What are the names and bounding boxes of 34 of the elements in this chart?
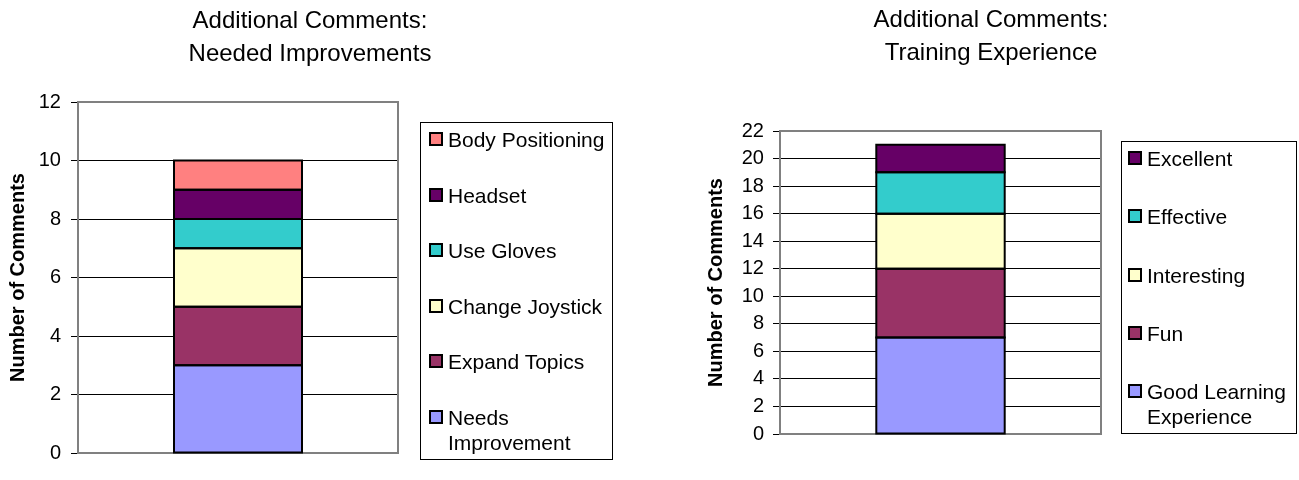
chart-title: Additional Comments: Training Experience bbox=[872, 4, 1110, 67]
legend-label: Excellent bbox=[1147, 146, 1233, 171]
y-tick-label: 12 bbox=[741, 256, 764, 279]
y-tick-label: 6 bbox=[49, 265, 61, 288]
legend-label: Expand Topics bbox=[448, 349, 585, 375]
y-axis-title: Number of Comments bbox=[5, 173, 28, 382]
y-tick-label: 12 bbox=[38, 89, 61, 112]
y-tick-label: 6 bbox=[752, 338, 764, 361]
y-tick-label: 2 bbox=[49, 382, 61, 405]
y-tick-label: 20 bbox=[741, 146, 764, 169]
y-tick-label: 8 bbox=[752, 311, 764, 334]
y-tick-label: 10 bbox=[741, 283, 764, 306]
legend-label: Good Learning Experience bbox=[1147, 379, 1287, 429]
y-tick-label: 4 bbox=[49, 323, 61, 346]
y-tick-label: 16 bbox=[741, 201, 764, 224]
y-tick-label: 0 bbox=[49, 440, 61, 463]
y-axis-title: Number of Comments bbox=[703, 178, 726, 387]
y-tick-label: 2 bbox=[752, 393, 764, 416]
y-tick-label: 8 bbox=[49, 206, 61, 229]
legend-label: Needs Improvement bbox=[448, 404, 572, 455]
legend-label: Use Gloves bbox=[448, 238, 557, 264]
legend-label: Interesting bbox=[1147, 262, 1246, 288]
legend-label: Headset bbox=[448, 182, 527, 208]
chart-title: Additional Comments: Needed Improvements bbox=[187, 5, 433, 68]
y-tick-label: 22 bbox=[741, 118, 764, 141]
y-tick-label: 0 bbox=[752, 421, 764, 444]
legend-label: Effective bbox=[1147, 204, 1228, 230]
y-tick-label: 18 bbox=[741, 173, 764, 196]
y-tick-label: 4 bbox=[752, 366, 764, 389]
legend-label: Body Positioning bbox=[448, 127, 605, 152]
legend-label: Fun bbox=[1147, 320, 1184, 346]
y-tick-label: 10 bbox=[38, 148, 61, 171]
legend-label: Change Joystick bbox=[448, 293, 603, 319]
y-tick-label: 14 bbox=[741, 228, 764, 251]
